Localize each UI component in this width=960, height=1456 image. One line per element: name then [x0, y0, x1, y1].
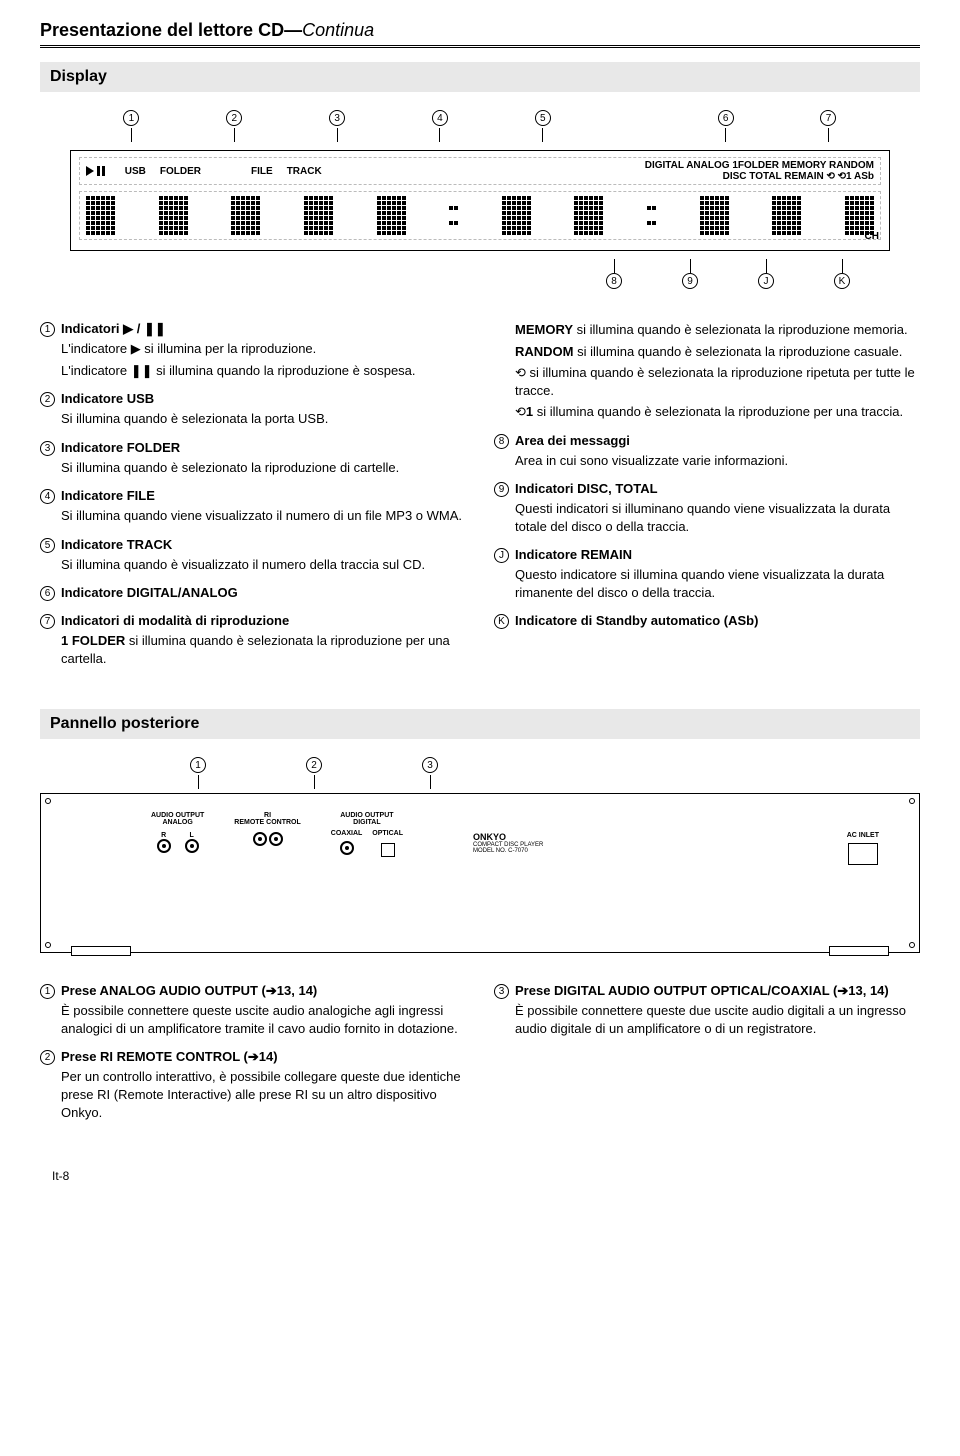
item-title: Indicatore DIGITAL/ANALOG	[61, 585, 238, 600]
item-number: 9	[494, 482, 509, 497]
item-title: Indicatore di Standby automatico (ASb)	[515, 613, 758, 628]
analog-output-group: AUDIO OUTPUT ANALOG R L	[151, 812, 204, 853]
item-body: Si illumina quando è selezionato la ripr…	[61, 459, 466, 477]
item-number: J	[494, 548, 509, 563]
item-number: 3	[40, 441, 55, 456]
item-number: 2	[40, 392, 55, 407]
display-bottom-callouts: 8 9 J K	[70, 255, 890, 291]
rear-callouts: 1 2 3	[40, 757, 920, 793]
page-title: Presentazione del lettore CD—Continua	[40, 20, 920, 41]
play-pause-icon	[86, 166, 105, 177]
desc-item: 4 Indicatore FILE Si illumina quando viene…	[40, 488, 466, 525]
item-body: Questi indicatori si illuminano quando v…	[515, 500, 920, 535]
brand-label: ONKYO COMPACT DISC PLAYER MODEL NO. C-70…	[473, 832, 543, 854]
foot-right	[829, 946, 889, 956]
rear-desc-left: 1 Prese ANALOG AUDIO OUTPUT (➔13, 14) È po…	[40, 983, 466, 1133]
item-title: Area dei messaggi	[515, 433, 630, 448]
ac-inlet-socket	[848, 843, 878, 865]
ch-label: CH	[865, 231, 879, 242]
optical-jack	[381, 843, 395, 857]
title-continua: Continua	[302, 20, 374, 40]
title-main: Presentazione del lettore CD	[40, 20, 284, 40]
rca-l-jack	[185, 839, 199, 853]
desc-left-col: 1 Indicatori ▶ / ❚❚ L'indicatore ▶ si illu…	[40, 321, 466, 679]
remote-control-group: RI REMOTE CONTROL	[234, 812, 301, 850]
title-rule	[40, 45, 920, 48]
item-title: Indicatore FOLDER	[61, 440, 180, 455]
rear-panel-diagram: 1 2 3 AUDIO OUTPUT ANALOG R L RI REMOTE …	[40, 757, 920, 953]
desc-item: 7 Indicatori di modalità di riproduzione 1…	[40, 613, 466, 667]
item-title: Prese DIGITAL AUDIO OUTPUT OPTICAL/COAXI…	[515, 983, 889, 999]
display-top-callouts: 1 2 3 4 5 6 7	[70, 110, 890, 146]
item-title: Indicatore REMAIN	[515, 547, 632, 562]
item-title: Indicatori di modalità di riproduzione	[61, 613, 289, 628]
item-number: 1	[40, 984, 55, 999]
item-number: 8	[494, 434, 509, 449]
item-number: K	[494, 614, 509, 629]
desc-item: 3 Indicatore FOLDER Si illumina quando è s…	[40, 440, 466, 477]
coaxial-jack	[340, 841, 354, 855]
rear-descriptions: 1 Prese ANALOG AUDIO OUTPUT (➔13, 14) È po…	[40, 983, 920, 1133]
desc-item: 9 Indicatori DISC, TOTAL Questi indicatori…	[494, 481, 920, 535]
item-title: Indicatore FILE	[61, 488, 155, 503]
item-body: Si illumina quando è visualizzato il num…	[61, 556, 466, 574]
desc-item: 1 Prese ANALOG AUDIO OUTPUT (➔13, 14) È po…	[40, 983, 466, 1037]
desc-item: 2 Indicatore USB Si illumina quando è sele…	[40, 391, 466, 428]
rear-panel: AUDIO OUTPUT ANALOG R L RI REMOTE CONTRO…	[40, 793, 920, 953]
desc-item: 3 Prese DIGITAL AUDIO OUTPUT OPTICAL/COAX…	[494, 983, 920, 1037]
item-title: Prese RI REMOTE CONTROL (➔14)	[61, 1049, 278, 1065]
item-title: Indicatori ▶ / ❚❚	[61, 321, 166, 337]
item-body: Si illumina quando viene visualizzato il…	[61, 507, 466, 525]
item-title: Indicatori DISC, TOTAL	[515, 481, 658, 496]
section-display-header: Display	[40, 62, 920, 92]
display-row-labels: USB FOLDER FILE TRACK DIGITAL ANALOG 1FO…	[79, 157, 881, 185]
item-number: 2	[40, 1050, 55, 1065]
item-body: Area in cui sono visualizzate varie info…	[515, 452, 920, 470]
item-body: 1 FOLDER si illumina quando è selezionat…	[61, 632, 466, 667]
ri-jack-1	[253, 832, 267, 846]
item-number: 4	[40, 489, 55, 504]
desc-item: K Indicatore di Standby automatico (ASb)	[494, 613, 920, 629]
ri-jack-2	[269, 832, 283, 846]
display-descriptions: 1 Indicatori ▶ / ❚❚ L'indicatore ▶ si illu…	[40, 321, 920, 679]
desc-item: 8 Area dei messaggi Area in cui sono visua…	[494, 433, 920, 470]
item-number: 5	[40, 538, 55, 553]
foot-left	[71, 946, 131, 956]
item-body: Si illumina quando è selezionata la port…	[61, 410, 466, 428]
display-dot-matrix	[79, 191, 881, 240]
page-number: It-8	[52, 1169, 69, 1183]
desc-right-col: MEMORY si illumina quando è selezionata …	[494, 321, 920, 679]
item-body: L'indicatore ▶ si illumina per la riprod…	[61, 340, 466, 379]
rca-r-jack	[157, 839, 171, 853]
desc-item: J Indicatore REMAIN Questo indicatore si i…	[494, 547, 920, 601]
item-body: È possibile connettere queste uscite aud…	[61, 1002, 466, 1037]
desc-item: MEMORY si illumina quando è selezionata …	[494, 321, 920, 421]
desc-item: 2 Prese RI REMOTE CONTROL (➔14) Per un con…	[40, 1049, 466, 1121]
digital-output-group: AUDIO OUTPUT DIGITAL COAXIAL OPTICAL	[331, 812, 403, 859]
item-number: 7	[40, 614, 55, 629]
display-panel: USB FOLDER FILE TRACK DIGITAL ANALOG 1FO…	[70, 150, 890, 251]
desc-item: 5 Indicatore TRACK Si illumina quando è vi…	[40, 537, 466, 574]
rear-desc-right: 3 Prese DIGITAL AUDIO OUTPUT OPTICAL/COAX…	[494, 983, 920, 1133]
item-number: 3	[494, 984, 509, 999]
item-body: È possibile connettere queste due uscite…	[515, 1002, 920, 1037]
desc-item: 6 Indicatore DIGITAL/ANALOG	[40, 585, 466, 601]
item-body: Questo indicatore si illumina quando vie…	[515, 566, 920, 601]
item-title: Prese ANALOG AUDIO OUTPUT (➔13, 14)	[61, 983, 317, 999]
item-body: MEMORY si illumina quando è selezionata …	[515, 321, 920, 421]
item-title: Indicatore TRACK	[61, 537, 172, 552]
item-number: 1	[40, 322, 55, 337]
desc-item: 1 Indicatori ▶ / ❚❚ L'indicatore ▶ si illu…	[40, 321, 466, 379]
item-number: 6	[40, 586, 55, 601]
display-diagram: 1 2 3 4 5 6 7 USB FOLDER FILE TRACK DIGI…	[70, 110, 890, 291]
ac-inlet-group: AC INLET	[847, 832, 879, 869]
section-rear-header: Pannello posteriore	[40, 709, 920, 739]
item-title: Indicatore USB	[61, 391, 154, 406]
item-body: Per un controllo interattivo, è possibil…	[61, 1068, 466, 1121]
